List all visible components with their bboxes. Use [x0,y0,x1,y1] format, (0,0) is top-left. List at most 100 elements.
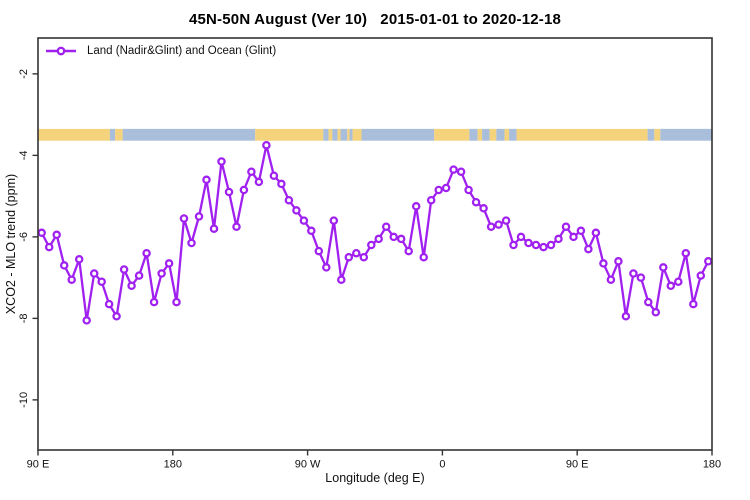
data-point-marker [292,206,301,215]
data-point-marker [381,222,391,231]
data-line [40,144,710,322]
surface-band-segment-land [654,128,661,141]
y-tick-label: -4 [18,150,30,160]
data-point-marker [157,269,166,278]
data-point-marker [501,216,511,225]
data-point-marker [374,234,383,244]
data-point-marker [37,228,46,238]
surface-band-segment-ocean [361,128,435,141]
surface-band-segment-ocean [340,128,348,141]
data-point-marker [419,252,428,262]
y-tick-label: -8 [18,313,30,323]
data-point-marker [134,271,144,280]
data-point-marker [404,246,413,256]
data-point-marker [584,244,593,254]
data-point-marker [97,277,106,286]
data-point-marker [411,202,421,211]
data-point-marker [329,216,339,225]
data-point-marker [367,240,376,250]
data-point-marker [284,195,294,205]
data-point-marker [337,275,346,284]
data-point-marker [629,269,638,278]
data-point-marker [666,281,676,291]
data-point-marker [127,281,136,291]
data-point-marker [569,232,578,242]
surface-band-segment-ocean [349,128,353,141]
data-point-marker [239,185,249,195]
data-point-marker [74,255,84,264]
data-point-marker [434,185,443,195]
legend-line-marker-icon [46,46,76,56]
data-point-marker [659,263,668,272]
data-point-marker [202,175,211,185]
x-tick-label: 180 [703,459,721,471]
data-point-marker [149,297,159,307]
data-point-marker [389,232,398,242]
data-point-marker [89,269,99,278]
data-point-marker [449,165,458,174]
data-point-marker [674,277,683,286]
surface-band-segment-land [115,128,123,141]
surface-band-segment-land [328,128,333,141]
data-point-marker [67,275,76,284]
legend-label: Land (Nadir&Glint) and Ocean (Glint) [87,45,277,57]
y-tick-label: -2 [18,69,30,79]
data-point-marker [82,316,91,325]
plot-border [37,37,713,451]
surface-band-segment-land [516,128,648,141]
data-point-marker [277,179,286,189]
surface-band-segment-ocean [509,128,517,141]
data-point-marker [704,257,713,266]
y-axis-title: XCO2 - MLO trend (ppm) [4,173,18,315]
data-point-marker [696,271,706,280]
data-point-marker [194,212,204,221]
data-point-marker [441,183,451,193]
data-point-marker [644,297,653,307]
data-point-marker [576,226,586,236]
data-point-marker [217,157,226,166]
x-axis-title: Longitude (deg E) [325,471,425,485]
data-point-marker [307,226,316,236]
surface-band-segment-land [504,128,510,141]
surface-band-segment-ocean [647,128,655,141]
data-point-marker [621,312,631,321]
data-point-marker [651,308,661,317]
data-point-marker [681,248,691,258]
surface-band-segment-ocean [660,128,712,141]
data-point-marker [531,240,541,250]
chart-title: 45N-50N August (Ver 10) 2015-01-01 to 20… [188,11,562,28]
data-point-marker [164,259,174,268]
surface-band-segment-land [477,128,483,141]
y-tick-label: -10 [18,392,30,408]
data-point-marker [179,214,189,223]
data-point-marker [471,197,481,207]
y-tick-label: -6 [18,232,30,242]
data-point-marker [494,220,503,229]
data-point-marker [524,238,533,248]
data-point-marker [269,171,279,180]
data-point-marker [247,167,256,176]
data-point-marker [464,185,473,195]
surface-band-segment-ocean [332,128,338,141]
surface-band-segment-land [255,128,324,141]
data-point-marker [509,240,518,250]
data-point-marker [614,257,623,266]
data-point-marker [426,195,436,205]
data-point-marker [44,242,54,252]
data-point-marker [322,263,331,272]
data-point-marker [59,261,69,270]
surface-band-segment-land [352,128,362,141]
data-point-marker [232,222,241,231]
surface-band-segment-ocean [323,128,329,141]
data-point-marker [187,238,196,248]
data-point-marker [554,234,563,244]
surface-band-segment-ocean [109,128,116,141]
x-tick-label: 90 E [27,459,50,471]
data-point-marker [591,228,601,238]
data-point-marker [142,248,151,258]
surface-band-segment-land [434,128,470,141]
x-tick-label: 0 [439,459,445,471]
data-point-marker [456,167,466,176]
